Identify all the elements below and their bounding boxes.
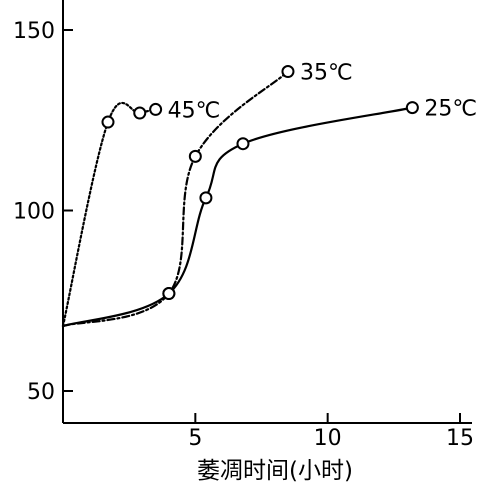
- x-tick-label-10: 10: [314, 426, 342, 451]
- marker-35c-2: [281, 65, 295, 79]
- series-line-45c: [61, 101, 157, 328]
- y-tick-label-50: 50: [27, 380, 55, 405]
- axes: 5 10 15 50 100 150: [13, 0, 474, 451]
- series-layer: [61, 65, 419, 328]
- x-axis-label: 萎凋时间(小时): [197, 458, 353, 484]
- series-label-35c: 35℃: [300, 61, 353, 86]
- labels-layer: 45℃ 35℃ 25℃: [168, 61, 477, 124]
- marker-45c-2: [149, 102, 163, 116]
- marker-25c-1: [199, 191, 213, 205]
- marker-45c-1: [133, 106, 147, 120]
- x-tick-label-15: 15: [446, 426, 474, 451]
- series-label-25c: 25℃: [424, 97, 477, 122]
- marker-25c-0: [162, 287, 176, 301]
- x-tick-label-5: 5: [188, 426, 202, 451]
- marker-25c-3: [405, 101, 419, 115]
- marker-35c-1: [188, 149, 202, 163]
- marker-45c-0: [101, 115, 115, 129]
- series-line-35c: [61, 70, 290, 328]
- series-label-45c: 45℃: [168, 98, 221, 123]
- y-tick-label-100: 100: [13, 200, 55, 225]
- y-tick-label-150: 150: [13, 19, 55, 44]
- marker-25c-2: [236, 137, 250, 151]
